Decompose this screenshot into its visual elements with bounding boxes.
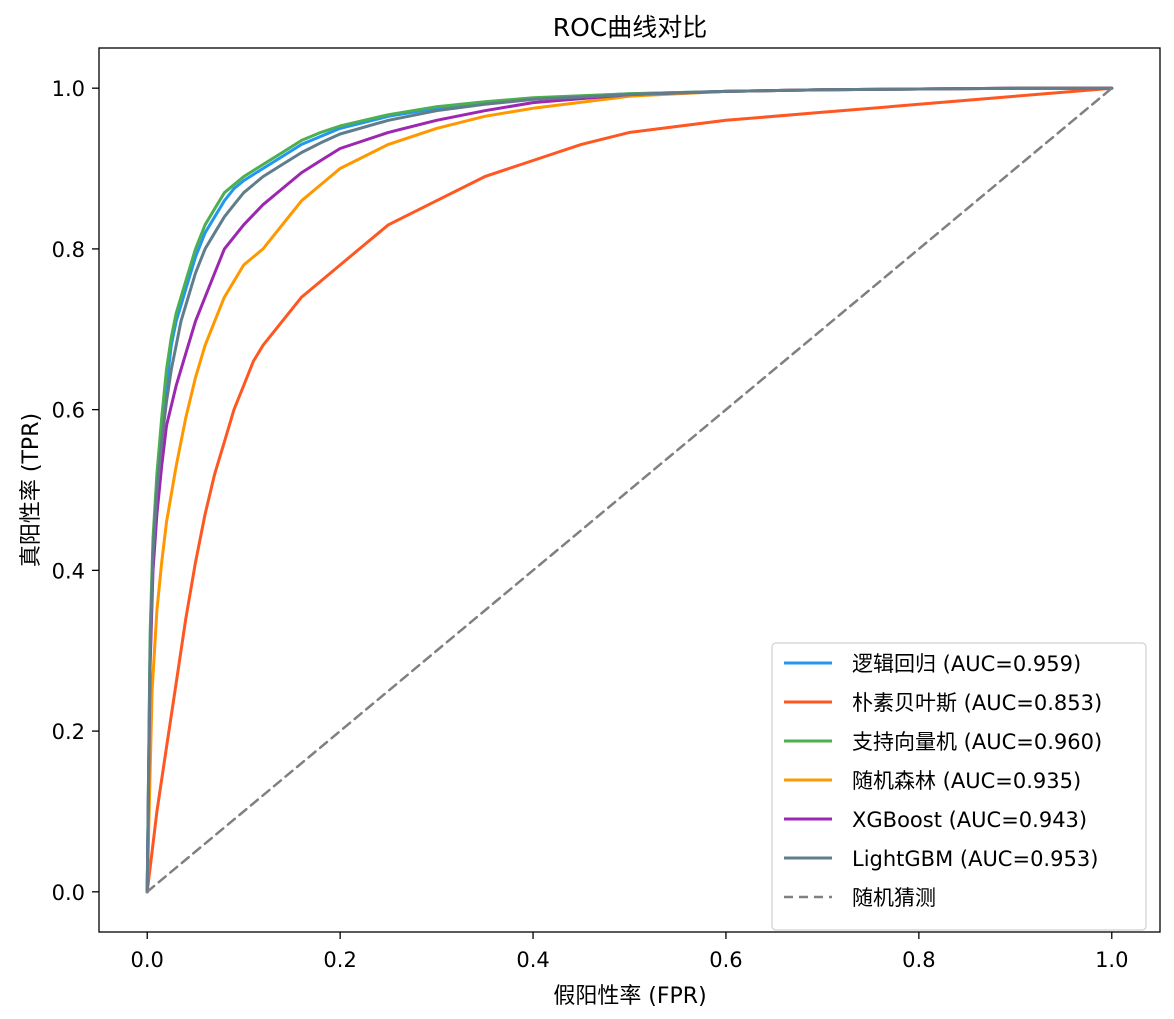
- y-tick-label: 0.8: [52, 238, 85, 262]
- x-tick-label: 0.8: [902, 948, 935, 972]
- y-tick-label: 1.0: [52, 77, 85, 101]
- series-line-1: [145, 86, 1114, 894]
- x-tick-label: 0.0: [131, 948, 164, 972]
- y-axis-label: 真阳性率 (TPR): [19, 413, 44, 567]
- y-axis-ticks: 0.0 0.2 0.4 0.6 0.8 1.0: [52, 77, 99, 905]
- x-tick-label: 0.6: [709, 948, 742, 972]
- legend-box: [771, 642, 1147, 931]
- y-tick-label: 0.2: [52, 720, 85, 744]
- legend-entry-label: XGBoost (AUC=0.943): [852, 808, 1087, 832]
- series-line-6: [145, 86, 1114, 894]
- legend-entry-label: 朴素贝叶斯 (AUC=0.853): [852, 691, 1102, 715]
- x-axis-ticks: 0.0 0.2 0.4 0.6 0.8 1.0: [131, 932, 1128, 972]
- y-tick-label: 0.4: [52, 559, 85, 583]
- legend-entry-label: 支持向量机 (AUC=0.960): [852, 730, 1102, 754]
- series-line-5: [145, 86, 1114, 894]
- x-axis-label: 假阳性率 (FPR): [553, 984, 706, 1009]
- y-tick-label: 0.0: [52, 881, 85, 905]
- chart-title: ROC曲线对比: [553, 13, 708, 42]
- legend: 逻辑回归 (AUC=0.959) 朴素贝叶斯 (AUC=0.853) 支持向量机 (…: [771, 642, 1147, 931]
- y-tick-label: 0.6: [52, 399, 85, 423]
- plot-area: [98, 47, 1161, 933]
- legend-entry-label: LightGBM (AUC=0.953): [852, 847, 1098, 871]
- plot-frame: [98, 47, 1161, 933]
- legend-entry-label: 逻辑回归 (AUC=0.959): [852, 652, 1081, 676]
- legend-entry-label: 随机猜测: [852, 886, 936, 910]
- x-tick-label: 1.0: [1095, 948, 1128, 972]
- x-tick-label: 0.2: [323, 948, 356, 972]
- legend-entry-label: 随机森林 (AUC=0.935): [852, 769, 1081, 793]
- x-tick-label: 0.4: [516, 948, 549, 972]
